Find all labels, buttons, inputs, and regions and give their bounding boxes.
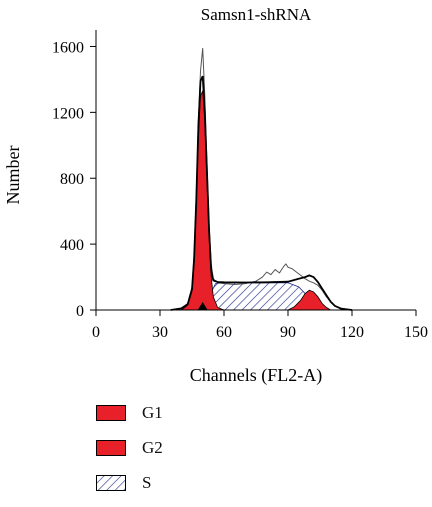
x-tick-label: 120 [340,324,364,341]
legend: G1 G2 S [96,402,163,507]
chart-title: Samsn1-shRNA [201,5,312,24]
legend-label-s: S [142,473,152,492]
legend-item-g1: G1 [96,402,163,424]
legend-swatch-g2 [96,440,126,456]
g1-peak-marker [197,302,208,310]
legend-swatch-g1 [96,405,126,421]
series-raw-histogram-line [96,48,416,311]
x-tick-label: 60 [216,324,232,341]
series-model-fit-line [170,75,353,311]
y-axis-label: Number [3,146,23,205]
x-tick-label: 0 [92,324,100,341]
y-tick-label: 1600 [52,39,84,56]
y-tick-label: 400 [60,237,84,254]
y-tick-label: 1200 [52,105,84,122]
y-tick-label: 0 [76,303,84,320]
legend-label-g2: G2 [142,438,163,457]
legend-swatch-s [96,475,126,491]
y-tick-label: 800 [60,171,84,188]
series-g1-area [180,90,225,311]
histogram-chart: Samsn1-shRNA Number Channels (FL2-A) 0 30… [3,5,428,386]
legend-item-g2: G2 [96,437,163,459]
x-axis-label: Channels (FL2-A) [190,365,322,386]
legend-item-s: S [96,472,163,494]
legend-label-g1: G1 [142,403,163,422]
series-g2-area [287,289,333,311]
x-tick-label: 150 [404,324,428,341]
x-tick-label: 90 [280,324,296,341]
x-tick-label: 30 [152,324,168,341]
